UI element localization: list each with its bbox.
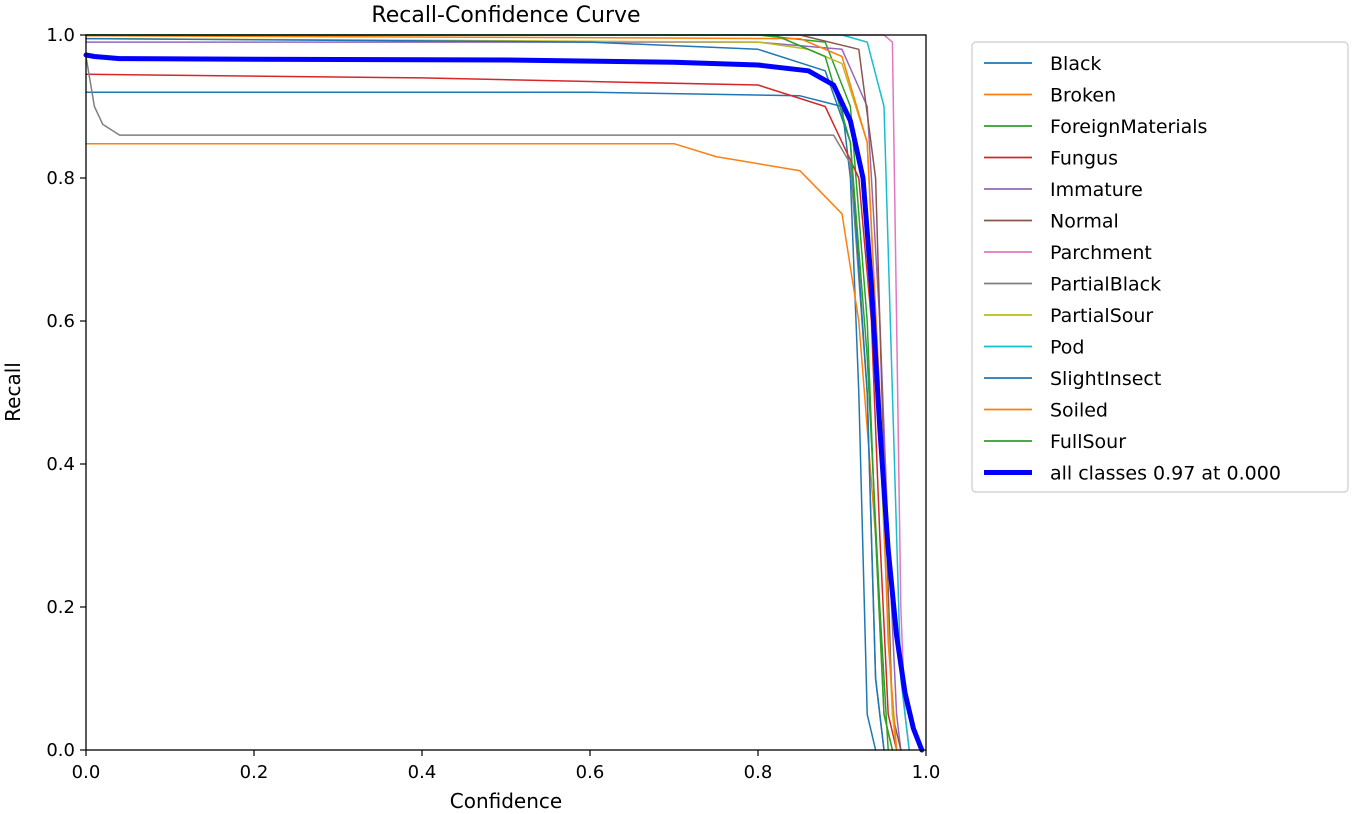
x-tick-label: 0.6 xyxy=(576,762,605,783)
series-line-5 xyxy=(85,34,902,751)
series-line-10 xyxy=(85,37,885,751)
series-line-2 xyxy=(85,34,894,751)
legend-items: Black Broken ForeignMaterials Fungus Immatur… xyxy=(984,53,1281,485)
legend-label: SlightInsect xyxy=(1050,368,1161,390)
y-tick-label: 0.2 xyxy=(46,597,75,618)
legend-label: PartialSour xyxy=(1050,305,1153,327)
legend-label: Normal xyxy=(1050,211,1119,233)
x-axis-title: Confidence xyxy=(450,789,562,813)
legend-label: Pod xyxy=(1050,337,1084,359)
legend-label: Soiled xyxy=(1050,400,1108,422)
chart-title: Recall-Confidence Curve xyxy=(371,3,640,28)
series-line-0 xyxy=(85,91,877,751)
series-line-6 xyxy=(85,34,910,751)
legend-label: Fungus xyxy=(1050,148,1118,170)
x-tick-label: 0.0 xyxy=(72,762,101,783)
y-tick-label: 0.4 xyxy=(46,454,75,475)
legend-label: FullSour xyxy=(1050,431,1126,453)
x-tick-label: 0.4 xyxy=(408,762,437,783)
series-line-13 xyxy=(83,52,925,753)
y-axis-title: Recall xyxy=(1,362,25,422)
series-line-4 xyxy=(85,41,902,751)
series-line-9 xyxy=(85,34,910,751)
legend-label: Parchment xyxy=(1050,242,1152,264)
legend-label: ForeignMaterials xyxy=(1050,116,1207,138)
x-tick-label: 0.2 xyxy=(240,762,269,783)
plot-frame xyxy=(85,34,927,751)
x-tick-label: 1.0 xyxy=(912,762,941,783)
series-line-8 xyxy=(85,37,898,751)
y-tick-label: 0.8 xyxy=(46,168,75,189)
y-tick-label: 0.6 xyxy=(46,311,75,332)
plot-series-group xyxy=(83,34,925,753)
x-axis-ticks: 0.0 0.2 0.4 0.6 0.8 1.0 xyxy=(72,750,941,783)
series-line-12 xyxy=(85,34,889,751)
legend-box xyxy=(971,41,1349,493)
series-line-3 xyxy=(85,73,898,751)
legend-label: Broken xyxy=(1050,85,1116,107)
series-line-7 xyxy=(85,55,885,751)
y-axis-ticks: 0.0 0.2 0.4 0.6 0.8 1.0 xyxy=(46,25,86,761)
series-line-11 xyxy=(85,34,898,751)
y-tick-label: 0.0 xyxy=(46,740,75,761)
y-tick-label: 1.0 xyxy=(46,25,75,46)
legend-label: PartialBlack xyxy=(1050,274,1161,296)
series-line-1 xyxy=(85,142,894,751)
legend-label: Black xyxy=(1050,53,1101,75)
legend-label: Immature xyxy=(1050,179,1143,201)
x-tick-label: 0.8 xyxy=(744,762,773,783)
legend: Black Broken ForeignMaterials Fungus Immatur… xyxy=(971,41,1349,493)
legend-label: all classes 0.97 at 0.000 xyxy=(1050,463,1281,485)
